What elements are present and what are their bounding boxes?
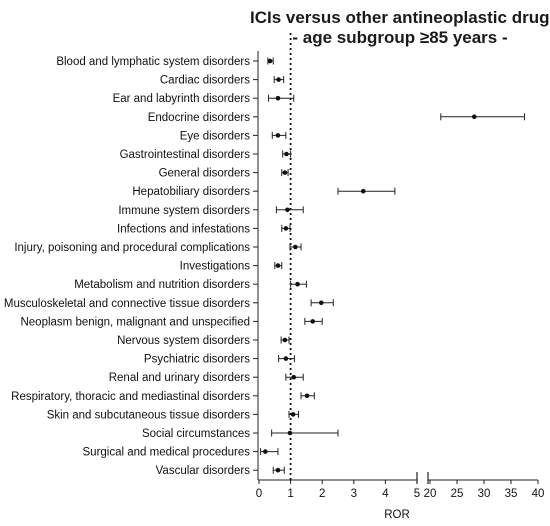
chart-title-line-1: ICIs versus other antineoplastic drugs [250, 8, 550, 27]
ror-point [295, 281, 300, 287]
category-label: Investigations [180, 261, 251, 273]
ror-point [318, 300, 324, 306]
ror-point [283, 356, 289, 361]
category-label: Respiratory, thoracic and mediastinal di… [11, 391, 250, 403]
x-axis-title: ROR [384, 509, 410, 521]
axes: 0 1 2 3 4 5 20 25 30 35 40 [253, 51, 544, 500]
ror-point [275, 133, 281, 138]
category-label: Immune system disorders [118, 205, 250, 217]
x-tick-label: 20 [424, 488, 437, 500]
ror-point [290, 412, 296, 417]
category-labels: Blood and lymphatic system disorders Card… [4, 56, 250, 477]
category-label: Skin and subcutaneous tissue disorders [47, 409, 251, 421]
category-label: Neoplasm benign, malignant and unspecifi… [20, 316, 250, 328]
data-marks [260, 33, 525, 480]
category-label: Surgical and medical procedures [83, 447, 251, 459]
category-label: Gastrointestinal disorders [120, 149, 251, 161]
x-tick-label: 3 [351, 488, 357, 500]
category-label: Endocrine disorders [148, 112, 251, 124]
chart-title-line-2: - age subgroup ≥85 years - [292, 28, 508, 47]
ror-point [275, 263, 281, 268]
category-label: Nervous system disorders [117, 335, 250, 347]
ror-point [310, 319, 316, 324]
ror-point [287, 430, 293, 436]
category-label: Hepatobiliary disorders [132, 186, 250, 198]
x-tick-label: 25 [451, 488, 464, 500]
ror-point [471, 114, 477, 120]
ror-point [276, 77, 281, 82]
ror-point [360, 188, 366, 194]
category-label: Renal and urinary disorders [109, 372, 251, 384]
ror-point [282, 337, 288, 343]
ror-point [282, 170, 288, 175]
ror-point [275, 95, 281, 101]
x-tick-label: 4 [382, 488, 389, 500]
category-label: Musculoskeletal and connective tissue di… [4, 298, 250, 310]
category-label: Cardiac disorders [160, 75, 250, 87]
category-label: Eye disorders [180, 130, 251, 142]
ror-point [275, 467, 281, 473]
category-label: Vascular disorders [156, 465, 251, 477]
category-label: Metabolism and nutrition disorders [74, 279, 250, 291]
ror-point [291, 374, 297, 380]
category-label: Blood and lymphatic system disorders [56, 56, 250, 68]
x-tick-label: 5 [414, 488, 420, 500]
x-tick-label: 2 [319, 488, 325, 500]
x-tick-label: 0 [256, 488, 262, 500]
ror-point [263, 449, 268, 454]
category-label: Injury, poisoning and procedural complic… [14, 242, 250, 254]
category-label: Social circumstances [142, 428, 250, 440]
ror-point [293, 244, 298, 250]
x-tick-label: 30 [478, 488, 491, 500]
ror-point [304, 393, 310, 399]
category-label: Ear and labyrinth disorders [113, 93, 251, 105]
category-label: Psychiatric disorders [144, 354, 250, 366]
ror-point [284, 151, 289, 157]
x-tick-label: 40 [532, 488, 545, 500]
x-tick-label: 35 [505, 488, 518, 500]
ror-point [283, 226, 289, 231]
category-label: Infections and infestations [117, 223, 250, 235]
category-label: General disorders [159, 168, 251, 180]
ror-point [267, 58, 273, 64]
ror-point [285, 207, 290, 213]
x-tick-label: 1 [287, 488, 293, 500]
